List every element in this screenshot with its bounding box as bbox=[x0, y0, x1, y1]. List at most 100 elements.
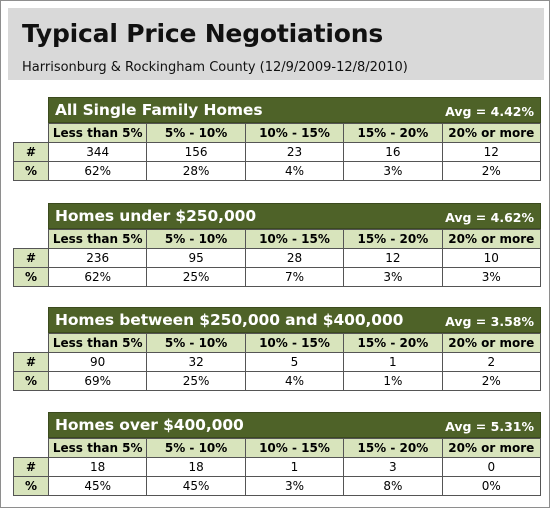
table-cell: 45% bbox=[47, 476, 148, 496]
section-table: Less than 5% 5% - 10% 10% - 15% 15% - 20% 20… bbox=[13, 123, 542, 181]
table-cell: 12 bbox=[343, 248, 443, 268]
row-label: # bbox=[13, 457, 49, 477]
table-cell: 236 bbox=[47, 248, 148, 268]
row-label: % bbox=[13, 371, 49, 391]
table-row: % 62% 28% 4% 3% 2% bbox=[13, 161, 542, 181]
table-row: #236 95 28 12 10 bbox=[13, 248, 542, 268]
table-row: % 69% 25% 4% 1% 2% bbox=[13, 371, 542, 391]
table-cell: 7% bbox=[244, 267, 345, 287]
table-row: % 62% 25% 7% 3% 3% bbox=[13, 267, 542, 287]
table-row: #344 156 23 16 12 bbox=[13, 142, 542, 162]
table-cell: 69% bbox=[47, 371, 148, 391]
table-cell: 32 bbox=[146, 352, 246, 372]
row-label: # bbox=[13, 248, 49, 268]
table-cell: 10 bbox=[441, 248, 542, 268]
table-cell: 344 bbox=[47, 142, 148, 162]
column-header: 20% or more bbox=[441, 333, 542, 353]
table-row: #18 18 1 3 0 bbox=[13, 457, 542, 477]
section-table: Less than 5% 5% - 10% 10% - 15% 15% - 20% 20… bbox=[13, 229, 542, 287]
table-row: #90 32 5 1 2 bbox=[13, 352, 542, 372]
column-header: 10% - 15% bbox=[244, 229, 345, 249]
table-cell: 95 bbox=[146, 248, 246, 268]
column-header: 15% - 20% bbox=[343, 229, 443, 249]
column-header: 15% - 20% bbox=[343, 123, 443, 143]
section-title: Homes over $400,000 bbox=[55, 416, 244, 434]
table-cell: 62% bbox=[47, 267, 148, 287]
section-table: Less than 5% 5% - 10% 10% - 15% 15% - 20% 20… bbox=[13, 438, 542, 496]
section-table: Less than 5% 5% - 10% 10% - 15% 15% - 20% 20… bbox=[13, 333, 542, 391]
section-header: Homes between $250,000 and $400,000 Avg =… bbox=[48, 307, 541, 333]
table-cell: 3% bbox=[244, 476, 345, 496]
table-cell: 16 bbox=[343, 142, 443, 162]
column-header-row: Less than 5% 5% - 10% 10% - 15% 15% - 20% 20… bbox=[14, 438, 542, 458]
table-cell: 18 bbox=[47, 457, 148, 477]
corner-cell bbox=[14, 124, 49, 143]
table-cell: 90 bbox=[47, 352, 148, 372]
row-label: # bbox=[13, 352, 49, 372]
table-cell: 28% bbox=[146, 161, 246, 181]
table-cell: 45% bbox=[146, 476, 246, 496]
section-average: Avg = 3.58% bbox=[445, 314, 534, 329]
table-cell: 4% bbox=[244, 371, 345, 391]
page-subtitle: Harrisonburg & Rockingham County (12/9/2… bbox=[22, 60, 408, 75]
table-cell: 0% bbox=[441, 476, 542, 496]
table-cell: 3% bbox=[343, 161, 443, 181]
section-title: All Single Family Homes bbox=[55, 101, 263, 119]
column-header-row: Less than 5% 5% - 10% 10% - 15% 15% - 20% 20… bbox=[14, 333, 542, 353]
section-header: Homes under $250,000 Avg = 4.62% bbox=[48, 203, 541, 229]
column-header: Less than 5% bbox=[47, 333, 148, 353]
section-header: All Single Family Homes Avg = 4.42% bbox=[48, 97, 541, 123]
column-header: 10% - 15% bbox=[244, 123, 345, 143]
table-cell: 3% bbox=[441, 267, 542, 287]
table-cell: 12 bbox=[441, 142, 542, 162]
report-header: Typical Price Negotiations Harrisonburg … bbox=[8, 8, 544, 80]
table-cell: 25% bbox=[146, 267, 246, 287]
column-header: 10% - 15% bbox=[244, 333, 345, 353]
column-header: 20% or more bbox=[441, 229, 542, 249]
column-header: Less than 5% bbox=[47, 123, 148, 143]
column-header: 20% or more bbox=[441, 438, 542, 458]
column-header: Less than 5% bbox=[47, 229, 148, 249]
column-header: 5% - 10% bbox=[146, 333, 246, 353]
column-header: 15% - 20% bbox=[343, 333, 443, 353]
table-cell: 1 bbox=[244, 457, 345, 477]
column-header: 20% or more bbox=[441, 123, 542, 143]
table-cell: 1% bbox=[343, 371, 443, 391]
section-average: Avg = 4.62% bbox=[445, 210, 534, 225]
table-cell: 5 bbox=[244, 352, 345, 372]
section-title: Homes under $250,000 bbox=[55, 207, 257, 225]
table-cell: 156 bbox=[146, 142, 246, 162]
row-label: # bbox=[13, 142, 49, 162]
table-cell: 8% bbox=[343, 476, 443, 496]
corner-cell bbox=[14, 439, 49, 458]
column-header-row: Less than 5% 5% - 10% 10% - 15% 15% - 20% 20… bbox=[14, 229, 542, 249]
column-header: Less than 5% bbox=[47, 438, 148, 458]
section-average: Avg = 4.42% bbox=[445, 104, 534, 119]
column-header: 5% - 10% bbox=[146, 123, 246, 143]
table-cell: 2% bbox=[441, 371, 542, 391]
table-cell: 3% bbox=[343, 267, 443, 287]
column-header: 10% - 15% bbox=[244, 438, 345, 458]
table-cell: 2 bbox=[441, 352, 542, 372]
table-cell: 18 bbox=[146, 457, 246, 477]
column-header: 5% - 10% bbox=[146, 229, 246, 249]
table-cell: 25% bbox=[146, 371, 246, 391]
table-row: % 45% 45% 3% 8% 0% bbox=[13, 476, 542, 496]
row-label: % bbox=[13, 267, 49, 287]
section-title: Homes between $250,000 and $400,000 bbox=[55, 311, 404, 329]
page-title: Typical Price Negotiations bbox=[22, 19, 384, 48]
table-cell: 23 bbox=[244, 142, 345, 162]
section-average: Avg = 5.31% bbox=[445, 419, 534, 434]
column-header: 5% - 10% bbox=[146, 438, 246, 458]
corner-cell bbox=[14, 230, 49, 249]
corner-cell bbox=[14, 334, 49, 353]
table-cell: 3 bbox=[343, 457, 443, 477]
table-cell: 0 bbox=[441, 457, 542, 477]
section-header: Homes over $400,000 Avg = 5.31% bbox=[48, 412, 541, 438]
table-cell: 4% bbox=[244, 161, 345, 181]
table-cell: 1 bbox=[343, 352, 443, 372]
row-label: % bbox=[13, 476, 49, 496]
column-header: 15% - 20% bbox=[343, 438, 443, 458]
table-cell: 62% bbox=[47, 161, 148, 181]
